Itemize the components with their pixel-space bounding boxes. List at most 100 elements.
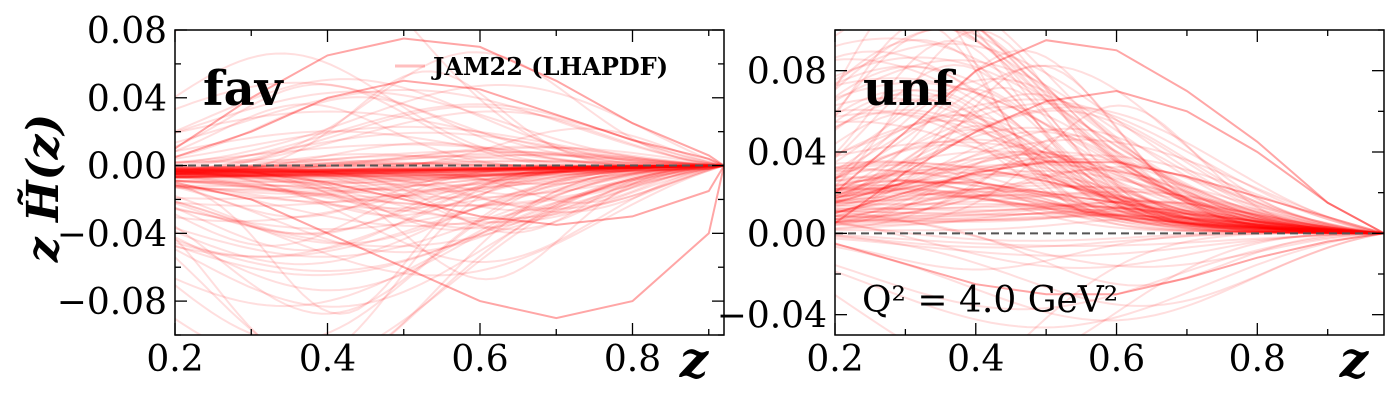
replica-curve [175,164,724,292]
y-axis-label: z H̃(z) [16,114,69,264]
replica-curve [175,164,724,266]
legend-label: JAM22 (LHAPDF) [431,52,668,81]
replica-curve [835,102,1384,235]
replica-curve [175,164,724,179]
replica-curve [968,30,1384,235]
x-tick-label: 0.2 [146,339,203,380]
replica-curve [835,212,1384,235]
tick-labels: 0.2 0.4 0.6 0.8 0.08 0.04 0.00 −0.04 −0.08 [57,11,661,380]
replica-curve [175,164,724,199]
replica-curve [175,30,724,167]
replica-curve [175,164,724,177]
replica-curve [175,160,724,169]
replica-curve [835,222,1384,242]
replica-curve [835,181,1384,235]
replica-curve [950,30,1384,235]
replica-curve [835,37,1384,235]
replica-curve [835,158,1384,235]
replica-curve [835,160,1384,235]
replica-curve [175,164,724,204]
replica-curve [835,176,1384,235]
replica-curve [835,59,1384,235]
replica-curve [175,110,724,167]
replica-curve [835,112,1384,235]
replica-curve [175,164,724,175]
replica-curve [175,164,724,184]
replica-curve [835,187,1384,235]
replica-curve [835,179,1384,235]
y-tick-label: −0.04 [57,214,167,255]
panel-title: fav [203,61,285,117]
replica-curve [175,164,724,178]
series-line [175,164,724,177]
replica-curve [175,164,724,210]
x-tick-label: 0.8 [604,339,661,380]
replica-curve [835,185,1384,235]
replica-curve [835,170,1384,235]
replica-curve [835,150,1384,235]
replica-curve [175,164,724,231]
replica-curve [979,30,1384,235]
replica-curve [835,232,1384,329]
replica-curve [835,184,1384,235]
replica-curve [175,164,724,231]
replica-curve [835,172,1384,235]
replica-curve [835,191,1384,235]
replica-curve [835,187,1384,235]
replica-curve [175,164,724,258]
replica-curve [835,38,1384,235]
replica-curve [175,164,724,186]
replica-curve [835,49,1384,235]
replica-curve [175,164,724,177]
replica-curve [835,202,1384,235]
replica-curve [835,163,1384,235]
replica-curve [175,164,724,181]
replica-curve [175,164,724,193]
replica-curve [835,168,1384,235]
series-line [175,165,724,226]
x-tick-label: 0.8 [1229,339,1286,380]
replica-curve [175,164,724,175]
replica-curve [175,164,724,177]
replica-curve [835,127,1384,235]
replica-curve [835,111,1384,235]
y-tick-label: −0.04 [717,296,827,337]
replica-curve [835,64,1384,235]
replica-curve [175,164,724,181]
replica-curves [835,30,1384,335]
replica-curve [835,232,1384,307]
replica-curve [835,232,1384,247]
series-line [175,79,724,167]
replica-curve [835,194,1384,235]
x-axis-label: z [679,330,710,389]
replica-curve [175,164,724,188]
replica-curve [835,220,1384,270]
replica-curve [175,90,724,167]
replica-curve [835,150,1384,235]
replica-curve [175,164,724,179]
replica-curve [175,164,724,195]
replica-curve [175,164,724,315]
replica-curve [175,164,724,179]
replica-curve [835,119,1384,235]
replica-curve [835,126,1384,235]
replica-curve [175,164,724,254]
scale-note: Q² = 4.0 GeV² [862,280,1118,321]
replica-curve [835,58,1384,235]
replica-curve [175,164,724,178]
replica-curve [835,138,1384,235]
replica-curve [835,30,1384,235]
replica-curve [835,63,1384,235]
replica-curve [835,156,1384,235]
replica-curve [175,164,724,210]
replica-curve [175,164,724,176]
replica-curve [175,164,724,252]
replica-curve [175,78,724,167]
x-axis-label: z [1339,330,1370,389]
replica-curve [835,186,1384,235]
replica-curve [835,210,1384,268]
axes-frame [834,29,1385,336]
replica-curve [175,143,724,167]
replica-curve [835,134,1384,235]
